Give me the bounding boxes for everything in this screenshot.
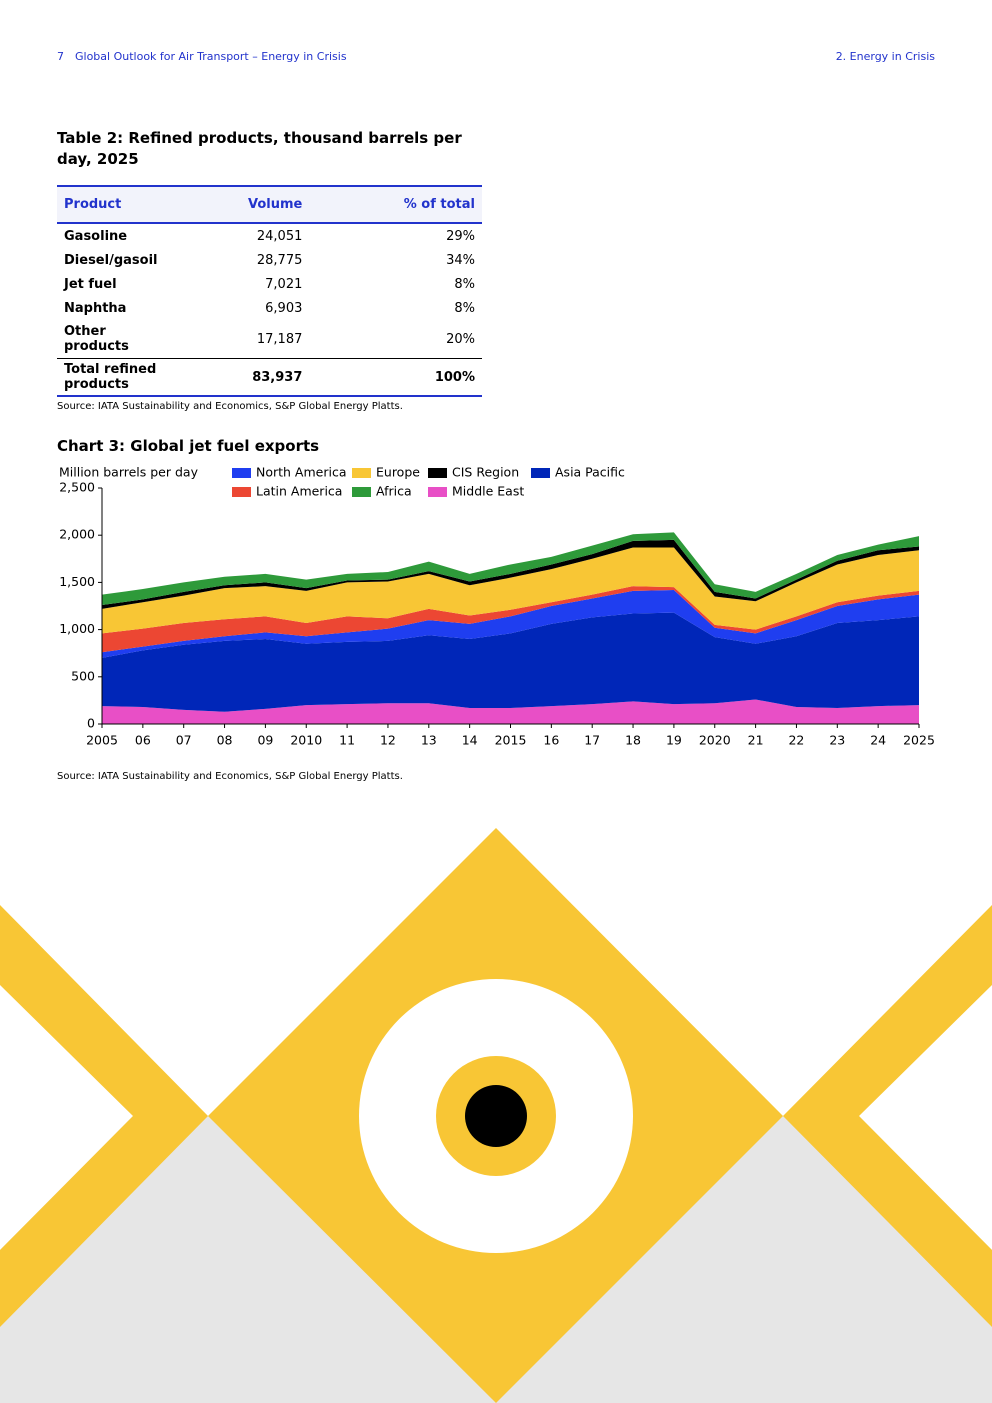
cell: 100% (309, 358, 482, 397)
x-tick-label: 22 (788, 733, 804, 748)
row: Other products 17,187 20% (57, 320, 482, 359)
eye-pupil (465, 1085, 527, 1147)
table: Product Volume% of total Gasoline 24,051 29… (57, 185, 482, 397)
cell: Naphtha (64, 300, 127, 316)
row: Gasoline 24,051 29% (57, 223, 482, 248)
legend-swatch (232, 468, 251, 478)
cell: Total refined products (57, 358, 171, 397)
row: Diesel/gasoil 28,775 34% (57, 248, 482, 272)
column-header: Product (57, 185, 171, 224)
column-header: Volume (171, 185, 310, 224)
x-tick-label: 23 (829, 733, 845, 748)
x-tick-label: 14 (462, 733, 478, 748)
area (102, 589, 919, 658)
chart: Million barrels per day 0 500 1,000 1,500 2,… (59, 465, 935, 748)
column-header: % of total (309, 185, 482, 224)
row: Naphtha 6,903 8% (57, 296, 482, 320)
y-tick-label: 2,000 (59, 527, 95, 542)
x-tick-label: 09 (257, 733, 273, 748)
x-tick-label: 17 (584, 733, 600, 748)
x-tick-label: 19 (666, 733, 682, 748)
x-tick-label: 2010 (290, 733, 322, 748)
y-tick-label: 0 (87, 716, 95, 731)
x-tick-label: 2005 (86, 733, 118, 748)
x-tick-label: 07 (176, 733, 192, 748)
area (102, 547, 919, 634)
legend-label: CIS Region (452, 465, 519, 480)
area (102, 612, 919, 712)
cell: 7,021 (265, 276, 303, 292)
diamond (208, 828, 783, 1403)
source: Source: IATA Sustainability and Economic… (57, 401, 403, 412)
cell: Gasoline (64, 228, 128, 244)
grey-ground (0, 1116, 992, 1403)
cell: 34% (446, 252, 475, 268)
table-title: Table 2: Refined products, thousand barr… (57, 129, 462, 168)
y-tick-label: 1,000 (59, 621, 95, 636)
legend-label: Latin America (256, 484, 342, 499)
page-number: 7 (57, 50, 64, 63)
white-triangle (859, 985, 992, 1250)
legend-swatch (352, 468, 371, 478)
total-row: Total refined products 83,937 100% (57, 358, 482, 397)
x-tick-label: 2025 (903, 733, 935, 748)
x-tick-label: 08 (217, 733, 233, 748)
x-tick-label: 21 (748, 733, 764, 748)
legend-swatch (428, 468, 447, 478)
y-tick-label: 2,500 (59, 480, 95, 495)
x-tick-label: 16 (543, 733, 559, 748)
cell: Diesel/gasoil (64, 252, 158, 268)
cell: 6,903 (265, 300, 303, 316)
cell: Jet fuel (64, 276, 117, 292)
area (102, 532, 919, 606)
eye-iris (436, 1056, 556, 1176)
row: Jet fuel 7,021 8% (57, 272, 482, 296)
x-tick-label: 2015 (495, 733, 527, 748)
y-tick-label: 500 (71, 668, 95, 683)
x-tick-label: 18 (625, 733, 641, 748)
legend-swatch (428, 487, 447, 497)
cell: 83,937 (171, 358, 310, 397)
area (102, 699, 919, 724)
y-axis-label: Million barrels per day (59, 465, 199, 480)
chevron (783, 905, 992, 1327)
cell: 28,775 (256, 252, 303, 268)
area (102, 539, 919, 609)
cell: Other products (64, 324, 129, 354)
source: Source: IATA Sustainability and Economic… (57, 771, 403, 782)
white-triangle (0, 985, 133, 1250)
legend-label: Middle East (452, 484, 524, 499)
legend-label: Africa (376, 484, 412, 499)
x-tick-label: 11 (339, 733, 355, 748)
legend-label: Europe (376, 465, 420, 480)
cell: 29% (446, 228, 475, 244)
x-tick-label: 13 (421, 733, 437, 748)
legend-swatch (232, 487, 251, 497)
header-row: Product Volume% of total (57, 185, 482, 224)
area (102, 586, 919, 653)
x-tick-label: 2020 (699, 733, 731, 748)
chart-title: Chart 3: Global jet fuel exports (57, 437, 320, 455)
eye-white (359, 979, 633, 1253)
cell: 8% (454, 300, 475, 316)
section: 2. Energy in Crisis (835, 50, 935, 63)
x-tick-label: 12 (380, 733, 396, 748)
cell: 20% (446, 331, 475, 347)
legend-swatch (531, 468, 550, 478)
cell: 17,187 (256, 331, 303, 347)
y-tick-label: 1,500 (59, 574, 95, 589)
legend-label: Asia Pacific (555, 465, 625, 480)
cell: 8% (454, 276, 475, 292)
legend-swatch (352, 487, 371, 497)
x-tick-label: 06 (135, 733, 151, 748)
x-tick-label: 24 (870, 733, 886, 748)
cell: 24,051 (256, 228, 303, 244)
legend-label: North America (256, 465, 347, 480)
report-title: Global Outlook for Air Transport – Energ… (75, 50, 347, 63)
chevron (0, 905, 208, 1327)
